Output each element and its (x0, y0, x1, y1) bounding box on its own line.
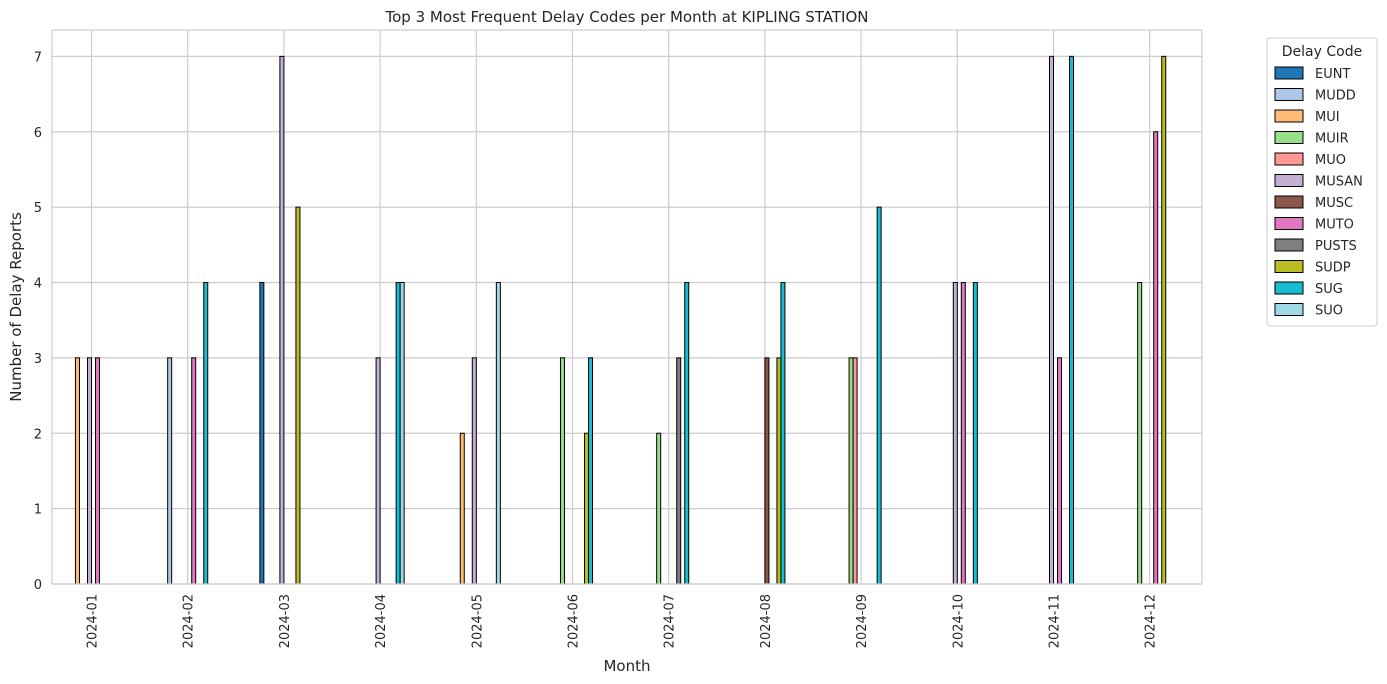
bar-muo-2024-09 (852, 357, 858, 585)
bar-musan-2024-03 (279, 55, 285, 585)
bars (74, 55, 1167, 585)
legend-label-eunt: EUNT (1315, 67, 1350, 82)
legend: Delay Code EUNT MUDD MUI MUIR MUO MUSAN MUSC MU… (1266, 37, 1378, 327)
bar-muto-2024-01 (95, 357, 101, 585)
bar-sug-2024-09 (876, 206, 882, 585)
x-tick-label: 2024-03 (278, 594, 293, 648)
bar-mui-2024-05 (459, 432, 465, 585)
bar-muir-2024-06 (559, 357, 565, 585)
bar-sug-2024-11 (1069, 55, 1075, 585)
x-tick-label: 2024-04 (374, 594, 389, 648)
plot-frame (51, 29, 1203, 585)
legend-label-muir: MUIR (1315, 132, 1349, 147)
y-tick-label: 3 (34, 352, 42, 367)
x-tick-label: 2024-02 (182, 594, 197, 648)
bar-muto-2024-11 (1057, 357, 1063, 585)
bar-musan-2024-01 (86, 357, 93, 585)
x-tick-label: 2024-09 (855, 594, 870, 648)
legend-swatch-sug (1274, 281, 1304, 295)
bar-eunt-2024-03 (259, 282, 265, 585)
legend-swatch-sudp (1274, 260, 1304, 273)
legend-swatch-mudd (1274, 88, 1304, 101)
legend-label-suo: SUO (1315, 304, 1343, 319)
bar-sudp-2024-06 (584, 432, 590, 585)
legend-label-muo: MUO (1315, 153, 1346, 168)
legend-swatch-muo (1274, 152, 1304, 166)
bar-sug-2024-02 (203, 282, 209, 585)
x-tick-label: 2024-06 (567, 594, 582, 648)
legend-swatch-eunt (1274, 66, 1304, 80)
x-tick-label: 2024-10 (951, 594, 966, 648)
legend-swatch-musc (1274, 195, 1304, 209)
grid-lines (52, 30, 1202, 585)
bar-muir-2024-07 (656, 432, 662, 585)
y-axis-title: Number of Delay Reports (7, 212, 25, 402)
legend-label-mui: MUI (1315, 110, 1340, 125)
chart-title: Top 3 Most Frequent Delay Codes per Mont… (385, 8, 869, 26)
y-tick-label: 0 (34, 578, 42, 593)
y-tick-label: 6 (34, 126, 42, 141)
bar-muir-2024-12 (1137, 282, 1143, 585)
x-tick-label: 2024-12 (1144, 594, 1159, 648)
legend-label-musc: MUSC (1315, 196, 1353, 211)
bar-mui-2024-01 (74, 357, 80, 585)
bar-pusts-2024-07 (676, 357, 682, 585)
bar-musc-2024-08 (764, 357, 770, 585)
y-tick-label: 7 (34, 50, 42, 65)
bar-sug-2024-06 (588, 357, 594, 585)
y-tick-labels: 0 1 2 3 4 5 6 7 (34, 50, 42, 593)
legend-title: Delay Code (1282, 44, 1362, 60)
legend-label-pusts: PUSTS (1315, 239, 1357, 254)
bar-mudd-2024-02 (167, 357, 173, 585)
bar-musan-2024-05 (471, 357, 477, 585)
y-tick-label: 1 (34, 503, 42, 518)
bar-sudp-2024-03 (295, 206, 301, 585)
bar-muto-2024-02 (191, 357, 197, 585)
legend-label-musan: MUSAN (1315, 175, 1363, 190)
legend-label-sudp: SUDP (1315, 261, 1351, 276)
bar-sug-2024-08 (780, 282, 786, 585)
y-tick-label: 2 (34, 427, 42, 442)
x-tick-label: 2024-11 (1048, 594, 1063, 648)
x-tick-label: 2024-01 (86, 594, 101, 648)
legend-label-mudd: MUDD (1315, 89, 1356, 104)
x-tick-label: 2024-07 (663, 594, 678, 648)
legend-label-muto: MUTO (1315, 218, 1354, 233)
bar-sug-2024-10 (972, 282, 978, 585)
x-axis-title: Month (603, 657, 650, 675)
bar-muto-2024-12 (1153, 131, 1159, 585)
legend-swatch-muto (1274, 217, 1304, 230)
legend-items: EUNT MUDD MUI MUIR MUO MUSAN MUSC MUTO PUSTS SUDP… (1274, 66, 1363, 319)
legend-swatch-suo (1274, 303, 1304, 316)
bar-sug-2024-07 (684, 282, 690, 585)
bar-musan-2024-04 (375, 357, 381, 585)
legend-label-sug: SUG (1315, 282, 1343, 297)
bar-muir-2024-09 (848, 357, 854, 585)
bar-sudp-2024-12 (1161, 55, 1167, 585)
bar-suo-2024-04 (399, 282, 405, 585)
x-tick-label: 2024-05 (470, 594, 485, 648)
y-tick-label: 5 (34, 201, 42, 216)
legend-swatch-musan (1274, 174, 1304, 187)
x-tick-label: 2024-08 (759, 594, 774, 648)
bar-musan-2024-11 (1048, 55, 1055, 585)
legend-swatch-mui (1274, 109, 1304, 123)
bar-suo-2024-05 (495, 282, 501, 585)
legend-swatch-pusts (1274, 238, 1304, 252)
bar-sug-2024-04 (395, 282, 401, 585)
legend-swatch-muir (1274, 131, 1304, 144)
x-tick-labels: 2024-01 2024-02 2024-03 2024-04 2024-05 2024-… (86, 594, 1159, 648)
bar-musan-2024-10 (952, 282, 958, 585)
y-tick-label: 4 (34, 277, 42, 292)
bar-muto-2024-10 (960, 282, 966, 585)
bar-sudp-2024-08 (776, 357, 782, 585)
